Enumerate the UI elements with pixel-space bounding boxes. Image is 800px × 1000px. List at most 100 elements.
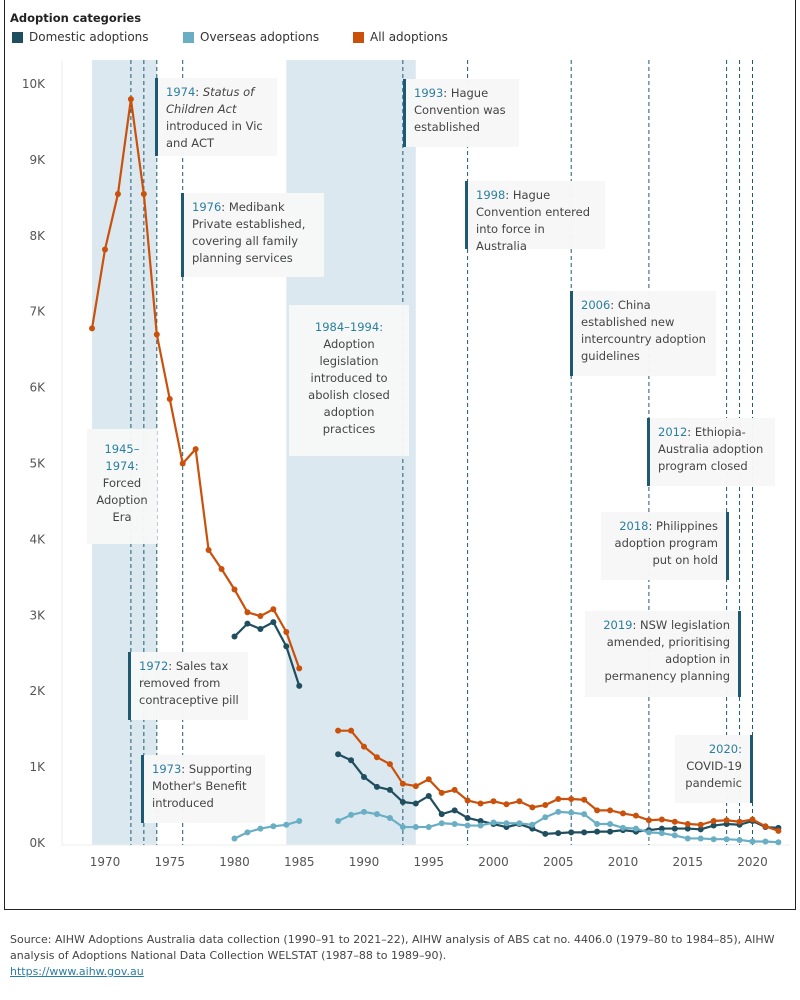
- data-point: [477, 817, 484, 824]
- data-point: [205, 547, 212, 554]
- data-point: [244, 620, 251, 627]
- annotation-1976: 1976: Medibank Private established, cove…: [181, 193, 324, 277]
- data-point: [386, 814, 393, 821]
- x-tick-label: 2015: [672, 855, 703, 869]
- y-tick-label: 8K: [29, 229, 46, 243]
- data-point: [451, 821, 458, 828]
- data-point: [244, 829, 251, 836]
- data-point: [296, 682, 303, 689]
- data-point: [335, 751, 342, 758]
- data-point: [348, 757, 355, 764]
- source-text: Source: AIHW Adoptions Australia data co…: [10, 933, 775, 962]
- data-point: [607, 807, 614, 814]
- data-point: [283, 628, 290, 635]
- data-point: [244, 609, 251, 616]
- data-point: [645, 829, 652, 836]
- annotation-1972: 1972: Sales tax removed from contracepti…: [128, 652, 248, 720]
- y-tick-label: 7K: [29, 305, 46, 319]
- legend-label: All adoptions: [370, 30, 448, 44]
- data-point: [542, 814, 549, 821]
- data-point: [348, 727, 355, 734]
- data-point: [542, 830, 549, 837]
- data-point: [335, 727, 342, 734]
- legend-swatch: [353, 31, 364, 43]
- data-point: [555, 795, 562, 802]
- data-point: [658, 825, 665, 832]
- chart-frame: [4, 0, 796, 910]
- data-point: [114, 191, 121, 198]
- data-point: [684, 835, 691, 842]
- data-point: [425, 776, 432, 783]
- data-point: [710, 817, 717, 824]
- annotation-2018: 2018: Philippines adoption program put o…: [601, 512, 729, 580]
- annotation-2019: 2019: NSW legislation amended, prioritis…: [585, 611, 741, 697]
- data-point: [270, 606, 277, 613]
- annotation-2012: 2012: Ethiopia-Australia adoption progra…: [647, 418, 775, 486]
- y-tick-label: 9K: [29, 153, 46, 167]
- data-point: [425, 792, 432, 799]
- data-point: [438, 811, 445, 818]
- data-point: [127, 96, 134, 103]
- data-point: [749, 816, 756, 823]
- data-point: [749, 838, 756, 845]
- data-point: [684, 821, 691, 828]
- data-point: [257, 613, 264, 620]
- legend-title: Adoption categories: [10, 11, 142, 25]
- data-point: [270, 823, 277, 830]
- data-point: [736, 818, 743, 825]
- annotation-1973: 1973: Supporting Mother's Benefit introd…: [141, 755, 265, 823]
- x-tick-label: 1980: [219, 855, 250, 869]
- data-point: [257, 625, 264, 632]
- legend-swatch: [12, 31, 23, 43]
- data-point: [153, 331, 160, 338]
- data-point: [412, 783, 419, 790]
- data-point: [438, 820, 445, 827]
- annotation-1984-1994: 1984–1994: Adoption legislation introduce…: [289, 305, 409, 456]
- data-point: [607, 828, 614, 835]
- y-tick-label: 4K: [29, 532, 46, 546]
- data-point: [296, 665, 303, 672]
- annotation-1974: 1974: Status of Children Act introduced …: [155, 78, 277, 156]
- data-point: [568, 795, 575, 802]
- legend-item-domestic[interactable]: Domestic adoptions: [12, 30, 149, 44]
- legend-item-all[interactable]: All adoptions: [353, 30, 448, 44]
- data-point: [581, 811, 588, 818]
- data-point: [684, 825, 691, 832]
- data-point: [218, 566, 225, 573]
- data-point: [231, 835, 238, 842]
- data-point: [568, 829, 575, 836]
- data-point: [594, 807, 601, 814]
- data-point: [451, 786, 458, 793]
- legend-label: Overseas adoptions: [200, 30, 320, 44]
- y-tick-label: 10K: [22, 77, 46, 91]
- data-point: [632, 812, 639, 819]
- data-point: [438, 789, 445, 796]
- x-tick-label: 1995: [413, 855, 444, 869]
- data-point: [658, 830, 665, 837]
- y-tick-label: 3K: [29, 608, 46, 622]
- annotation-1993: 1993: Hague Convention was established: [403, 79, 519, 147]
- y-tick-label: 0K: [29, 836, 46, 850]
- data-point: [529, 804, 536, 811]
- data-point: [373, 754, 380, 761]
- data-point: [632, 825, 639, 832]
- x-tick-label: 1970: [90, 855, 121, 869]
- data-point: [464, 814, 471, 821]
- data-point: [671, 818, 678, 825]
- annotation-1998: 1998: Hague Convention entered into forc…: [465, 181, 605, 253]
- data-point: [697, 826, 704, 833]
- data-point: [645, 817, 652, 824]
- data-point: [464, 797, 471, 804]
- source-link[interactable]: https://www.aihw.gov.au: [10, 965, 144, 978]
- data-point: [179, 460, 186, 467]
- source-footer: Source: AIHW Adoptions Australia data co…: [10, 932, 790, 980]
- data-point: [386, 761, 393, 768]
- data-point: [412, 824, 419, 831]
- data-point: [723, 817, 730, 824]
- data-point: [464, 822, 471, 829]
- x-tick-label: 1985: [284, 855, 315, 869]
- y-tick-label: 5K: [29, 457, 46, 471]
- legend-item-overseas[interactable]: Overseas adoptions: [183, 30, 319, 44]
- data-point: [399, 799, 406, 806]
